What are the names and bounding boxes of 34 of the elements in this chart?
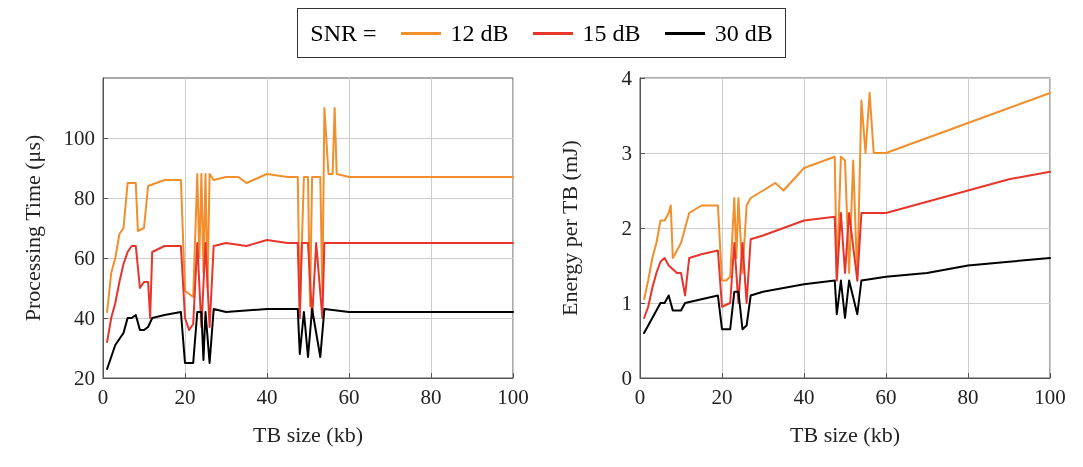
x-axis-title: TB size (kb) (253, 421, 363, 447)
x-tick-label: 20 (174, 384, 196, 409)
y-tick-label: 20 (74, 366, 95, 390)
y-tick-label: 0 (621, 366, 632, 390)
y-tick-label: 4 (621, 66, 633, 90)
y-tick-label: 80 (74, 186, 95, 210)
line-series (106, 308, 514, 370)
x-tick-label: 60 (338, 384, 360, 409)
x-tick-label: 100 (497, 384, 529, 409)
y-tick-label: 2 (621, 216, 632, 240)
y-axis-title: Processing Time (μs) (19, 134, 45, 322)
x-tick-label: 80 (420, 384, 442, 409)
line-series (106, 107, 514, 313)
y-tick-label: 100 (63, 126, 95, 150)
y-tick-label: 3 (621, 141, 632, 165)
y-tick-label: 40 (74, 306, 95, 330)
x-tick-label: 40 (256, 384, 278, 409)
x-tick-label: 80 (957, 384, 979, 409)
line-series (643, 170, 1051, 319)
legend-label: 15 dB (582, 19, 641, 47)
x-tick-label: 60 (875, 384, 897, 409)
x-tick-label: 20 (711, 384, 733, 409)
legend-title: SNR = (310, 19, 377, 47)
y-axis-title: Energy per TB (mJ) (556, 140, 582, 316)
line-series (643, 257, 1051, 334)
y-tick-label: 1 (621, 291, 632, 315)
line-series (106, 239, 514, 343)
x-tick-label: 40 (793, 384, 815, 409)
y-tick-label: 60 (74, 246, 95, 270)
legend-label: 12 dB (450, 19, 509, 47)
x-tick-label: 100 (1034, 384, 1066, 409)
line-series (643, 92, 1051, 301)
legend-label: 30 dB (714, 19, 773, 47)
x-axis-title: TB size (kb) (790, 421, 900, 447)
